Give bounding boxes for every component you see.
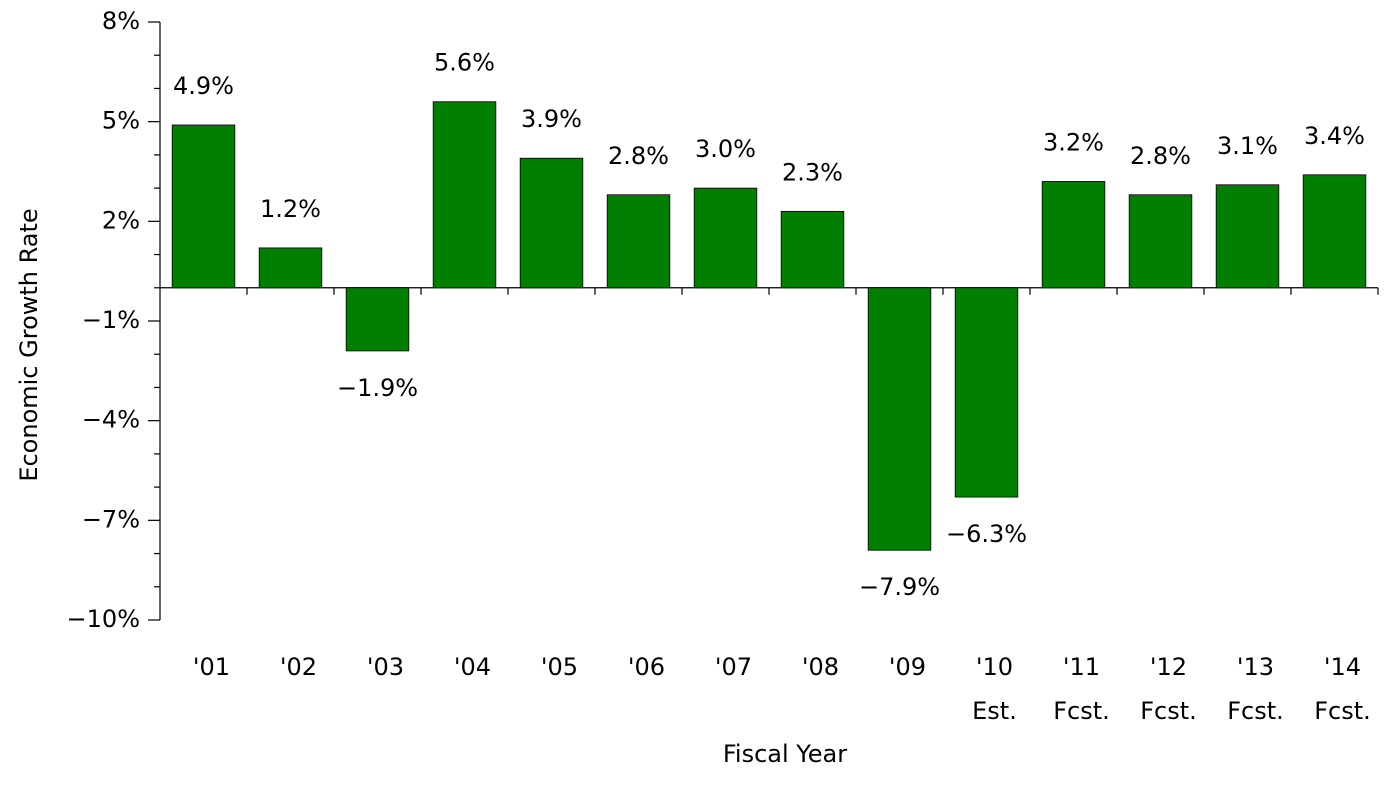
value-label: 3.0% bbox=[695, 135, 756, 163]
x-tick-label: '08 bbox=[802, 653, 839, 681]
value-label: 2.8% bbox=[1130, 142, 1191, 170]
x-tick-label: '01 bbox=[193, 653, 230, 681]
bar bbox=[693, 187, 758, 289]
value-label: 3.1% bbox=[1217, 132, 1278, 160]
value-label: 2.8% bbox=[608, 142, 669, 170]
x-tick-label: '03 bbox=[367, 653, 404, 681]
value-label: −1.9% bbox=[337, 374, 418, 402]
value-label: −6.3% bbox=[946, 520, 1027, 548]
value-label: 3.2% bbox=[1043, 128, 1104, 156]
x-tick-label: '05 bbox=[541, 653, 578, 681]
x-tick-label: '04 bbox=[454, 653, 491, 681]
y-tick-label: −4% bbox=[82, 406, 140, 434]
x-tick-label: '07 bbox=[715, 653, 752, 681]
x-tick-label: '11 bbox=[1063, 653, 1100, 681]
bar bbox=[345, 287, 410, 352]
x-tick-note: Fcst. bbox=[1140, 697, 1197, 725]
x-tick-note: Est. bbox=[972, 697, 1017, 725]
x-tick-label: '13 bbox=[1237, 653, 1274, 681]
value-label: 5.6% bbox=[434, 49, 495, 77]
bar bbox=[606, 194, 671, 289]
bar bbox=[954, 287, 1019, 498]
y-tick-label: −10% bbox=[67, 605, 140, 633]
y-tick-label: −1% bbox=[82, 306, 140, 334]
bar bbox=[519, 157, 584, 289]
x-tick-label: '10 bbox=[976, 653, 1013, 681]
value-label: −7.9% bbox=[859, 573, 940, 601]
bar bbox=[867, 287, 932, 551]
bar bbox=[1128, 194, 1193, 289]
bar bbox=[432, 101, 497, 289]
x-tick-note: Fcst. bbox=[1053, 697, 1110, 725]
x-tick-label: '12 bbox=[1150, 653, 1187, 681]
x-axis-title: Fiscal Year bbox=[723, 740, 847, 768]
y-tick-label: 2% bbox=[102, 206, 140, 234]
value-label: 2.3% bbox=[782, 158, 843, 186]
y-tick-label: −7% bbox=[82, 505, 140, 533]
bar bbox=[1041, 181, 1106, 289]
value-label: 1.2% bbox=[260, 195, 321, 223]
value-label: 3.9% bbox=[521, 105, 582, 133]
x-tick-note: Fcst. bbox=[1227, 697, 1284, 725]
bar bbox=[780, 210, 845, 289]
value-label: 4.9% bbox=[173, 72, 234, 100]
y-tick-label: 5% bbox=[102, 107, 140, 135]
x-tick-note: Fcst. bbox=[1314, 697, 1371, 725]
y-tick-label: 8% bbox=[102, 7, 140, 35]
x-tick-label: '06 bbox=[628, 653, 665, 681]
bar bbox=[1215, 184, 1280, 289]
x-tick-label: '14 bbox=[1324, 653, 1361, 681]
x-tick-label: '02 bbox=[280, 653, 317, 681]
bar bbox=[171, 124, 236, 289]
value-label: 3.4% bbox=[1304, 122, 1365, 150]
y-axis-title: Economic Growth Rate bbox=[15, 208, 43, 481]
x-tick-label: '09 bbox=[889, 653, 926, 681]
bar bbox=[258, 247, 323, 289]
bar bbox=[1302, 174, 1367, 289]
